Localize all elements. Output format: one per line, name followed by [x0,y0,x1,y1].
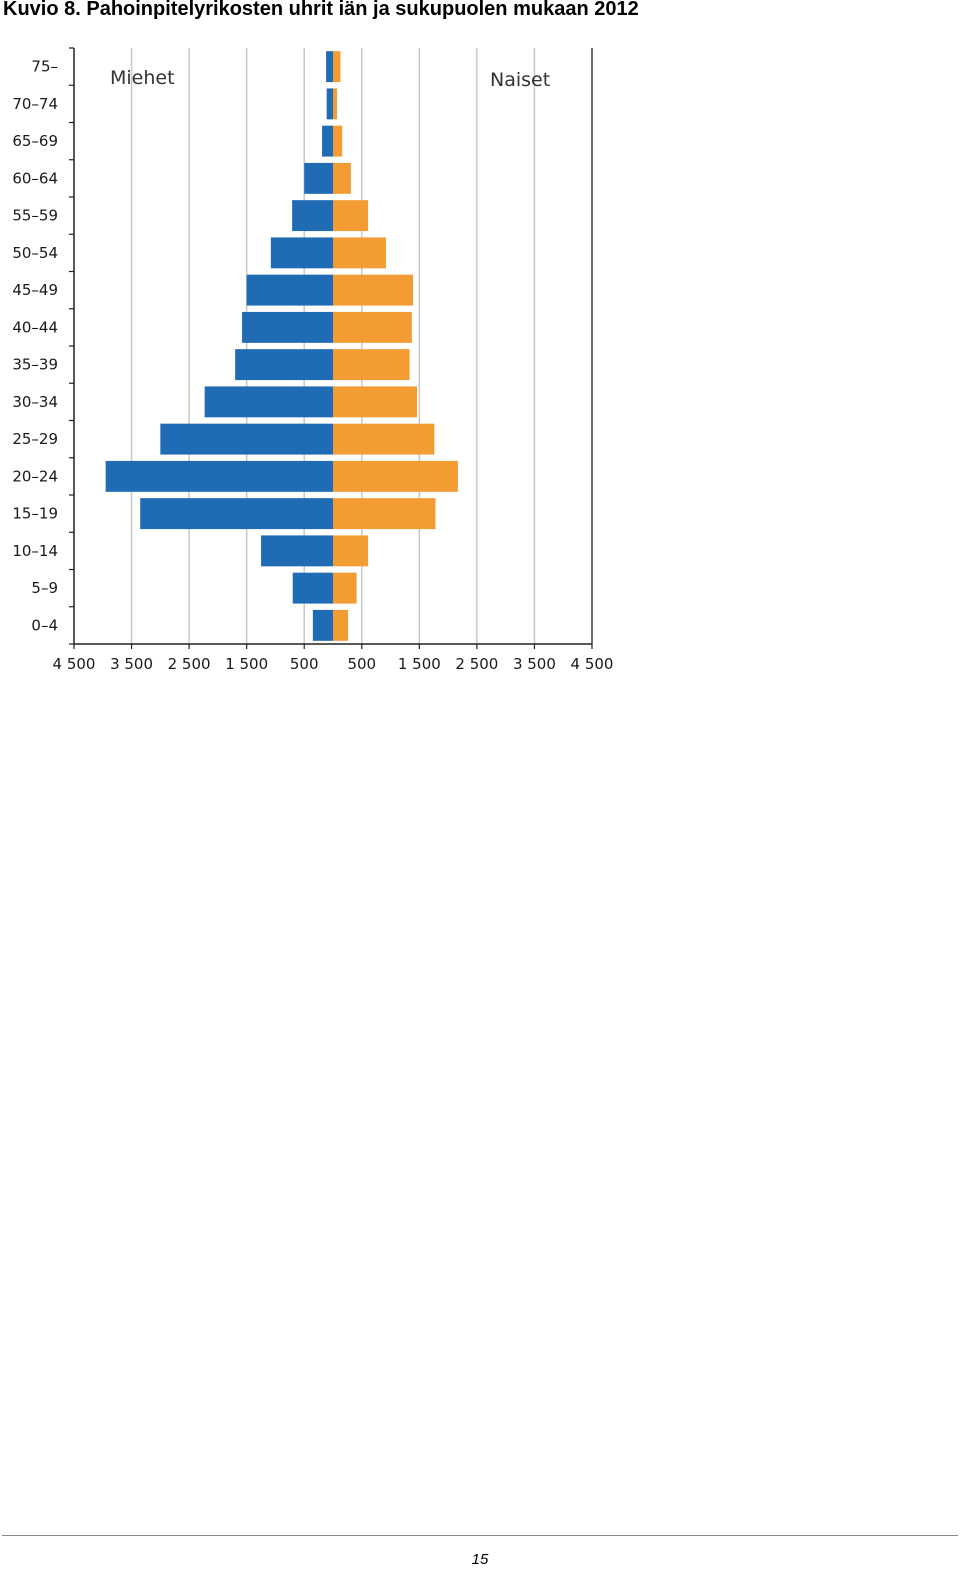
bar-naiset-4 [333,498,436,530]
y-tick-label: 70–74 [12,95,58,113]
y-tick-label: 45–49 [12,281,58,299]
x-tick-label: 4 500 [571,655,614,673]
bar-miehet-6 [160,423,333,455]
bar-naiset-15 [333,88,338,120]
x-tick-label: 2 500 [455,655,498,673]
bar-naiset-3 [333,535,369,567]
bar-naiset-9 [333,311,412,343]
bar-naiset-11 [333,237,386,269]
y-tick-label: 15–19 [12,505,58,523]
bar-miehet-10 [246,274,333,306]
series-label-miehet: Miehet [110,67,175,89]
footer-divider [2,1535,958,1536]
x-tick-label: 500 [290,655,319,673]
y-tick-label: 0–4 [31,616,58,634]
bar-miehet-2 [292,572,333,604]
x-tick-label: 1 500 [398,655,441,673]
x-tick-label: 1 500 [225,655,268,673]
bar-naiset-7 [333,386,418,418]
x-tick-label: 3 500 [513,655,556,673]
y-tick-label: 35–39 [12,356,58,374]
bar-naiset-1 [333,609,348,641]
bar-naiset-10 [333,274,414,306]
x-tick-label: 2 500 [168,655,211,673]
bars [105,51,458,641]
y-tick-labels: 0–4 5–9 10–14 15–19 20–24 25–29 30–34 35–39 40–4… [12,58,58,635]
bar-miehet-1 [312,609,333,641]
y-tick-label: 60–64 [12,169,58,187]
y-tick-label: 30–34 [12,393,58,411]
bar-naiset-13 [333,162,351,194]
bar-miehet-7 [204,386,333,418]
bar-naiset-2 [333,572,357,604]
bar-miehet-5 [105,460,334,492]
page-number: 15 [471,1551,489,1568]
y-tick-label: 50–54 [12,244,58,262]
x-tick-label: 500 [347,655,376,673]
bar-miehet-4 [140,498,333,530]
bar-naiset-16 [333,51,341,83]
axes [69,47,593,649]
x-tick-label: 3 500 [110,655,153,673]
y-tick-label: 75– [31,58,58,76]
y-tick-label: 20–24 [12,467,58,485]
bar-miehet-16 [326,51,333,83]
bar-miehet-9 [242,311,333,343]
bar-miehet-8 [235,349,333,381]
bar-naiset-5 [333,460,458,492]
page-title: Kuvio 8. Pahoinpitelyrikosten uhrit iän … [3,0,639,20]
bar-miehet-11 [270,237,333,269]
bar-naiset-8 [333,349,410,381]
bar-miehet-15 [326,88,333,120]
bar-miehet-14 [322,125,333,157]
y-tick-label: 25–29 [12,430,58,448]
y-tick-label: 55–59 [12,207,58,225]
series-label-naiset: Naiset [490,69,550,91]
y-tick-label: 65–69 [12,132,58,150]
bar-miehet-3 [261,535,333,567]
x-tick-labels: 4 500 3 500 2 500 1 500 500 500 1 500 2 500 3 50… [53,655,614,673]
population-pyramid-chart: 0–4 5–9 10–14 15–19 20–24 25–29 30–34 35–39 40–4… [12,47,614,673]
bar-miehet-12 [292,200,333,232]
y-tick-label: 40–44 [12,318,58,336]
bar-naiset-12 [333,200,369,232]
bar-naiset-6 [333,423,435,455]
y-tick-label: 10–14 [12,542,58,560]
bar-miehet-13 [304,162,333,194]
bar-naiset-14 [333,125,343,157]
x-tick-label: 4 500 [53,655,96,673]
y-tick-label: 5–9 [31,579,58,597]
